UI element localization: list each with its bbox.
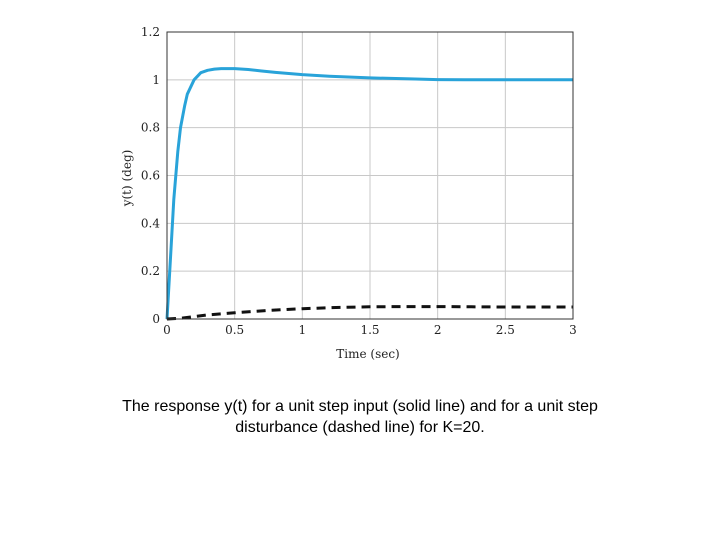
caption-line-2: disturbance (dashed line) for K=20. (235, 419, 485, 436)
x-tick-label: 0.5 (225, 323, 244, 337)
figure-caption: The response y(t) for a unit step input … (40, 396, 680, 438)
step-response-line (165, 67, 573, 320)
x-tick-label: 2.5 (496, 323, 515, 337)
series-layer (165, 67, 573, 321)
x-tick-label: 0 (163, 323, 171, 337)
caption-line-1: The response y(t) for a unit step input … (122, 398, 598, 415)
x-tick-label: 2 (434, 323, 442, 337)
y-tick-label: 0.8 (141, 121, 160, 135)
grid-layer (167, 32, 573, 319)
y-tick-label: 0.6 (141, 169, 160, 183)
tick-layer: 0 0.5 1 1.5 2 2.5 3 0 0.2 0.4 0.6 0.8 1 1.2 (141, 25, 577, 337)
x-axis-title: Time (sec) (336, 347, 399, 361)
y-tick-label: 0 (152, 312, 160, 326)
response-chart: 0 0.5 1 1.5 2 2.5 3 0 0.2 0.4 0.6 0.8 1 1.2 Time (sec… (120, 25, 577, 361)
plot-frame (166, 31, 574, 320)
y-tick-label: 1 (152, 73, 160, 87)
x-tick-label: 3 (569, 323, 577, 337)
x-tick-label: 1 (299, 323, 307, 337)
y-tick-label: 1.2 (141, 25, 160, 39)
disturbance-response-line (166, 305, 573, 321)
y-axis-title: y(t) (deg) (120, 150, 134, 208)
y-tick-label: 0.2 (141, 264, 160, 278)
x-tick-label: 1.5 (360, 323, 379, 337)
y-tick-label: 0.4 (141, 216, 160, 230)
